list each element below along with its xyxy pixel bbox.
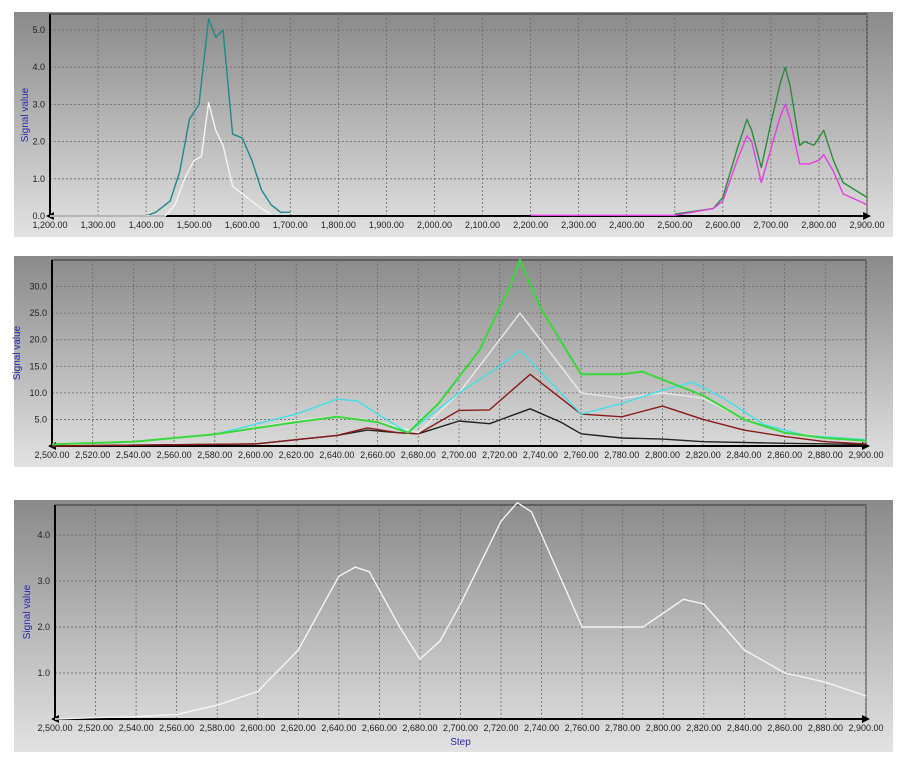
x-tick-label: 2,500.00 (37, 723, 72, 733)
x-tick-label: 1,600.00 (225, 220, 260, 230)
x-tick-label: 1,200.00 (32, 220, 67, 230)
x-tick-label: 2,760.00 (565, 723, 600, 733)
series-line-1 (51, 408, 867, 447)
y-tick-label: 3.0 (32, 99, 45, 109)
series-line-4 (530, 103, 868, 217)
y-axis-label: Signal value (20, 87, 31, 142)
y-tick-label: 15.0 (29, 361, 47, 371)
panel-background (14, 12, 893, 237)
x-axis-right-arrow-icon (863, 212, 871, 220)
y-tick-label: 4.0 (32, 62, 45, 72)
x-tick-label: 2,740.00 (524, 723, 559, 733)
y-tick-label: 25.0 (29, 308, 47, 318)
x-tick-label: 2,700.00 (753, 220, 788, 230)
series-line-1 (145, 18, 291, 217)
x-tick-label: 2,900.00 (849, 220, 884, 230)
x-tick-label: 2,840.00 (727, 723, 762, 733)
x-tick-label: 2,820.00 (686, 723, 721, 733)
x-tick-label: 2,880.00 (808, 450, 843, 460)
x-tick-label: 2,640.00 (321, 723, 356, 733)
panel-background (14, 500, 893, 752)
x-tick-label: 2,800.00 (645, 450, 680, 460)
y-tick-label: 20.0 (29, 335, 47, 345)
x-tick-label: 2,780.00 (604, 450, 639, 460)
x-tick-label: 2,600.00 (238, 450, 273, 460)
y-tick-label: 1.0 (32, 174, 45, 184)
x-tick-label: 2,880.00 (808, 723, 843, 733)
x-tick-label: 2,860.00 (767, 450, 802, 460)
x-tick-label: 1,700.00 (273, 220, 308, 230)
y-tick-label: 30.0 (29, 282, 47, 292)
x-axis-label: Step (450, 737, 471, 748)
x-tick-label: 2,200.00 (513, 220, 548, 230)
x-tick-label: 1,300.00 (81, 220, 116, 230)
y-tick-label: 2.0 (32, 137, 45, 147)
series-line-3 (674, 66, 868, 215)
x-tick-label: 2,720.00 (482, 450, 517, 460)
x-tick-label: 2,500.00 (657, 220, 692, 230)
x-tick-label: 1,900.00 (369, 220, 404, 230)
x-tick-label: 2,800.00 (646, 723, 681, 733)
series-line-4 (51, 349, 867, 446)
x-tick-label: 1,500.00 (177, 220, 212, 230)
series-line-2 (50, 101, 272, 217)
x-tick-label: 2,560.00 (159, 723, 194, 733)
x-tick-label: 2,700.00 (443, 723, 478, 733)
x-tick-label: 1,800.00 (321, 220, 356, 230)
x-tick-label: 2,720.00 (484, 723, 519, 733)
x-tick-label: 2,800.00 (801, 220, 836, 230)
panel-background (14, 256, 893, 467)
x-tick-label: 2,540.00 (116, 450, 151, 460)
x-axis-right-arrow-icon (862, 715, 870, 723)
x-tick-label: 2,580.00 (197, 450, 232, 460)
series-line-2 (51, 373, 867, 447)
x-tick-label: 2,660.00 (360, 450, 395, 460)
x-tick-label: 2,780.00 (605, 723, 640, 733)
y-tick-label: 5.0 (32, 25, 45, 35)
x-tick-label: 1,400.00 (129, 220, 164, 230)
x-tick-label: 2,900.00 (848, 723, 883, 733)
x-tick-label: 2,860.00 (767, 723, 802, 733)
x-tick-label: 2,100.00 (465, 220, 500, 230)
y-tick-label: 1.0 (37, 668, 50, 678)
x-tick-label: 2,680.00 (401, 450, 436, 460)
x-tick-label: 2,300.00 (561, 220, 596, 230)
y-tick-label: 4.0 (37, 530, 50, 540)
x-tick-label: 2,740.00 (523, 450, 558, 460)
x-tick-label: 2,820.00 (686, 450, 721, 460)
x-tick-label: 2,760.00 (564, 450, 599, 460)
x-tick-label: 2,520.00 (75, 450, 110, 460)
y-tick-label: 2.0 (37, 622, 50, 632)
x-tick-label: 2,540.00 (119, 723, 154, 733)
y-axis-label: Signal value (12, 325, 23, 380)
series-line-3 (51, 312, 867, 446)
y-axis-label: Signal value (22, 584, 33, 639)
y-tick-label: 10.0 (29, 388, 47, 398)
x-tick-label: 2,600.00 (705, 220, 740, 230)
series-line-1 (54, 502, 867, 720)
x-tick-label: 2,520.00 (78, 723, 113, 733)
x-tick-label: 2,620.00 (279, 450, 314, 460)
x-tick-label: 2,700.00 (441, 450, 476, 460)
x-tick-label: 2,000.00 (417, 220, 452, 230)
y-tick-label: 3.0 (37, 576, 50, 586)
x-tick-label: 2,840.00 (726, 450, 761, 460)
series-line-5 (51, 259, 867, 446)
y-tick-label: 5.0 (34, 414, 47, 424)
x-tick-label: 2,660.00 (362, 723, 397, 733)
x-tick-label: 2,620.00 (281, 723, 316, 733)
x-tick-label: 2,640.00 (319, 450, 354, 460)
x-tick-label: 2,500.00 (34, 450, 69, 460)
x-tick-label: 2,680.00 (402, 723, 437, 733)
x-tick-label: 2,560.00 (157, 450, 192, 460)
x-tick-label: 2,600.00 (240, 723, 275, 733)
x-tick-label: 2,400.00 (609, 220, 644, 230)
x-tick-label: 2,900.00 (848, 450, 883, 460)
x-tick-label: 2,580.00 (200, 723, 235, 733)
y-tick-label: 0.0 (32, 211, 45, 221)
